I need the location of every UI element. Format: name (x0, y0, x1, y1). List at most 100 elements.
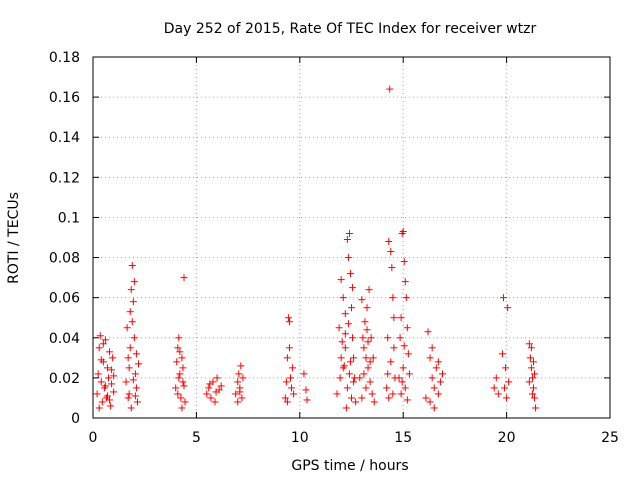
data-point (525, 340, 533, 348)
data-point (528, 390, 536, 398)
data-point (430, 404, 438, 412)
data-point (428, 344, 436, 352)
data-point (358, 296, 366, 304)
data-point (527, 364, 535, 372)
data-point (123, 324, 131, 332)
data-point (490, 384, 498, 392)
data-point (103, 392, 111, 400)
data-point (356, 374, 364, 382)
data-point (98, 398, 106, 406)
data-point (172, 384, 180, 392)
data-point (126, 344, 134, 352)
data-point (366, 358, 374, 366)
data-point (364, 338, 372, 346)
data-point (501, 384, 509, 392)
data-point (359, 334, 367, 342)
data-point (404, 350, 412, 358)
y-tick-label: 0.18 (49, 50, 80, 66)
data-point (97, 356, 105, 364)
data-point (396, 334, 404, 342)
x-tick-label: 20 (498, 430, 516, 446)
data-point (178, 354, 186, 362)
data-point (341, 344, 349, 352)
data-point (232, 390, 240, 398)
data-point (370, 398, 378, 406)
data-point (350, 354, 358, 362)
data-point (341, 330, 349, 338)
data-point (174, 390, 182, 398)
data-point (397, 390, 405, 398)
plot-frame (92, 56, 611, 419)
data-point (94, 370, 102, 378)
data-point (176, 370, 184, 378)
data-point (205, 384, 213, 392)
data-point (527, 344, 535, 352)
data-point (129, 376, 137, 384)
data-point (402, 294, 410, 302)
data-point (434, 390, 442, 398)
data-point (525, 378, 533, 386)
data-point (352, 398, 360, 406)
data-point (498, 350, 506, 358)
data-point (390, 314, 398, 322)
data-point (174, 344, 182, 352)
y-tick-label: 0.06 (49, 291, 80, 307)
data-point (436, 378, 444, 386)
data-point (333, 390, 341, 398)
y-tick-label: 0 (71, 411, 80, 427)
data-point (405, 370, 413, 378)
data-point (131, 392, 139, 400)
data-point (175, 334, 183, 342)
data-point (177, 394, 185, 402)
data-point (531, 394, 539, 402)
data-point (365, 286, 373, 294)
data-point (349, 284, 357, 292)
data-point (282, 378, 290, 386)
data-point (492, 374, 500, 382)
data-point (360, 370, 368, 378)
data-point (426, 354, 434, 362)
data-point (503, 394, 511, 402)
data-point (362, 384, 370, 392)
data-point (343, 236, 351, 244)
data-point (389, 294, 397, 302)
y-axis-label: ROTI / TECUs (6, 192, 22, 284)
data-point (95, 404, 103, 412)
data-point (403, 396, 411, 404)
y-tick-label: 0.12 (49, 170, 80, 186)
data-point (337, 354, 345, 362)
data-point (532, 404, 540, 412)
x-tick-label: 25 (601, 430, 619, 446)
data-point (99, 340, 107, 348)
x-tick-label: 10 (291, 430, 309, 446)
data-point (203, 390, 211, 398)
data-point (125, 390, 133, 398)
data-point (106, 348, 114, 356)
data-point (384, 370, 392, 378)
data-point (430, 384, 438, 392)
data-point (107, 402, 115, 410)
data-point (303, 396, 311, 404)
data-point (133, 398, 141, 406)
data-point (217, 382, 225, 390)
data-point (180, 382, 188, 390)
data-point (387, 248, 395, 256)
data-point (290, 390, 298, 398)
data-point (281, 394, 289, 402)
data-point (132, 384, 140, 392)
data-point (360, 344, 368, 352)
data-point (424, 328, 432, 336)
data-point (384, 334, 392, 342)
data-point (234, 398, 242, 406)
data-point (234, 378, 242, 386)
data-point (108, 366, 116, 374)
data-point (494, 390, 502, 398)
data-point (345, 370, 353, 378)
axes: 0 0.02 0.04 0.06 0.08 0.1 0.12 0.14 0.16 0.18 0 5 10… (49, 50, 619, 446)
data-point (239, 374, 247, 382)
data-point (428, 374, 436, 382)
data-point (529, 384, 537, 392)
data-point (93, 390, 101, 398)
data-point (180, 274, 188, 282)
